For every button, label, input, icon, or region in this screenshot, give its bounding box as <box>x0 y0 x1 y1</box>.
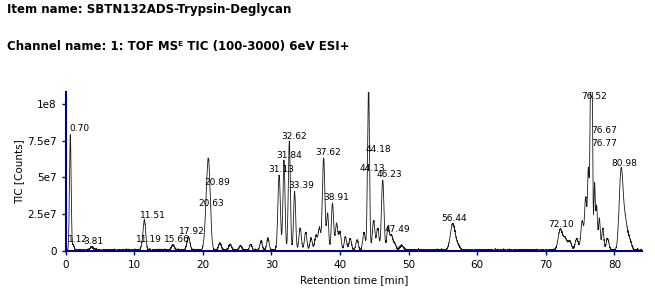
Text: 44.18: 44.18 <box>365 145 391 154</box>
Text: 20.63: 20.63 <box>198 199 224 208</box>
Text: Item name: SBTN132ADS-Trypsin-Deglycan: Item name: SBTN132ADS-Trypsin-Deglycan <box>7 3 291 16</box>
Text: 37.62: 37.62 <box>315 148 341 157</box>
Text: Channel name: 1: TOF MSᴱ TIC (100-3000) 6eV ESI+: Channel name: 1: TOF MSᴱ TIC (100-3000) … <box>7 40 349 53</box>
Text: 33.39: 33.39 <box>288 181 314 190</box>
Text: 56.44: 56.44 <box>441 214 467 223</box>
Text: 44.13: 44.13 <box>359 164 385 173</box>
Text: 3.81: 3.81 <box>83 237 103 247</box>
Text: 15.66: 15.66 <box>164 235 189 244</box>
Text: 31.84: 31.84 <box>276 151 302 160</box>
Text: 38.91: 38.91 <box>323 193 348 202</box>
Text: 20.89: 20.89 <box>204 179 230 187</box>
Text: 76.67: 76.67 <box>591 126 616 135</box>
Text: 46.23: 46.23 <box>377 170 403 179</box>
Text: 80.98: 80.98 <box>611 160 637 168</box>
Text: 0.70: 0.70 <box>69 124 89 133</box>
Y-axis label: TIC [Counts]: TIC [Counts] <box>14 139 24 204</box>
X-axis label: Retention time [min]: Retention time [min] <box>299 275 408 285</box>
Text: 32.62: 32.62 <box>282 132 307 141</box>
Text: 31.13: 31.13 <box>268 165 294 174</box>
Text: 11.19: 11.19 <box>136 235 161 244</box>
Text: 11.51: 11.51 <box>140 211 166 220</box>
Text: 72.10: 72.10 <box>548 219 574 229</box>
Text: 1.12: 1.12 <box>67 235 88 244</box>
Text: 17.92: 17.92 <box>179 227 204 236</box>
Text: 76.52: 76.52 <box>582 92 607 101</box>
Text: 47.49: 47.49 <box>384 226 410 234</box>
Text: 76.77: 76.77 <box>591 139 618 148</box>
